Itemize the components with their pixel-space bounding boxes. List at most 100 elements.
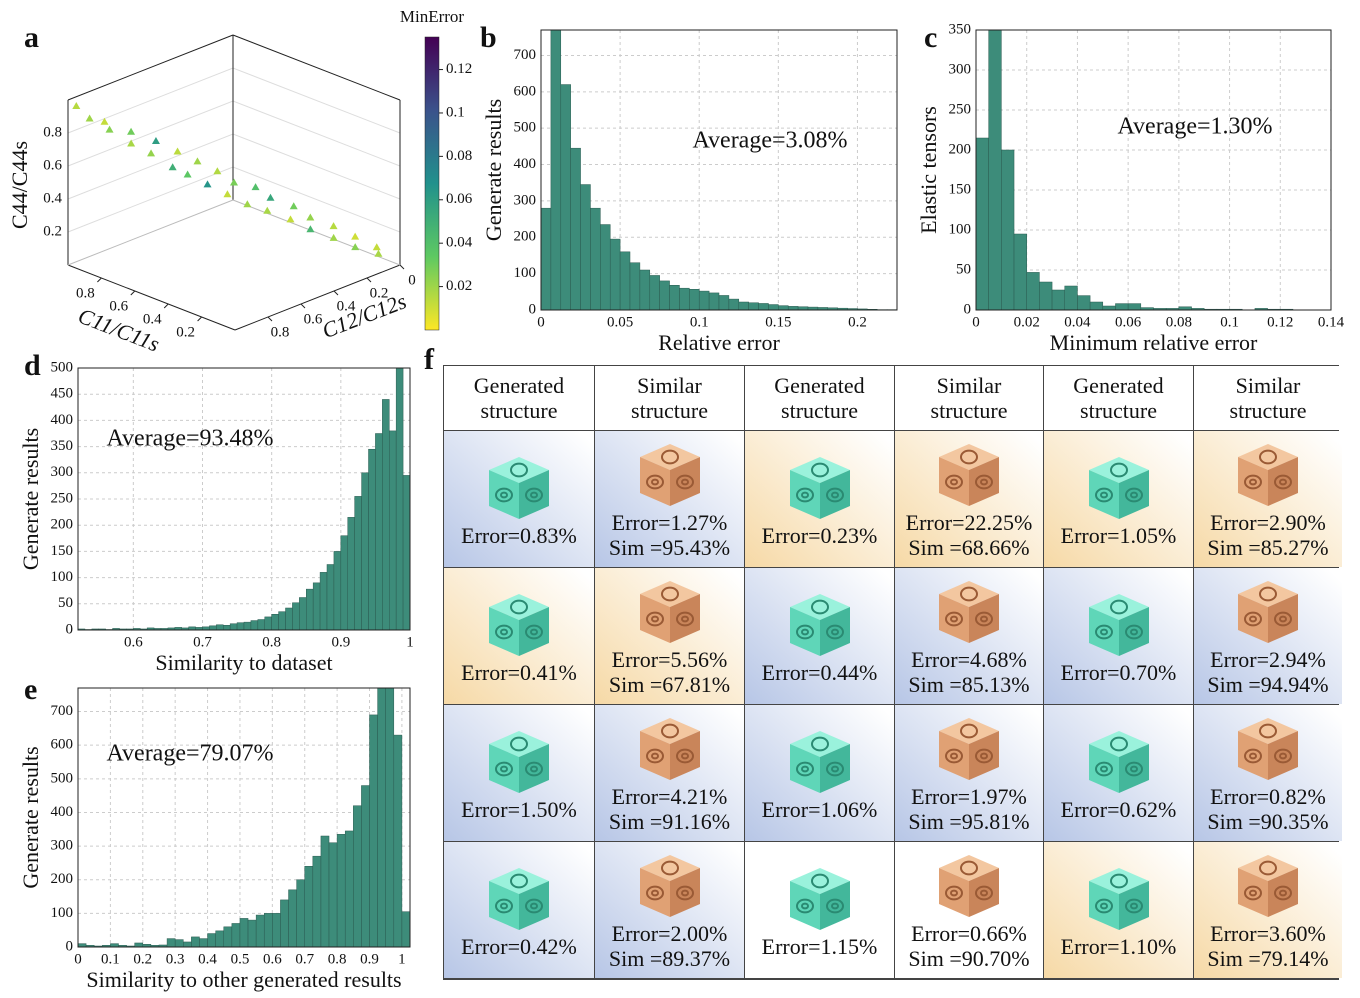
- table-cell: Error=1.05%: [1044, 431, 1193, 567]
- point: [252, 183, 260, 190]
- x-tick-label: 0.9: [331, 634, 350, 650]
- point: [243, 200, 251, 207]
- cell-sim: Sim =95.43%: [609, 535, 730, 560]
- table-cell: Error=1.10%: [1044, 842, 1193, 978]
- x-tick-label: 0.4: [198, 951, 217, 967]
- y-tick-label: 100: [51, 905, 74, 921]
- structure-render: [929, 575, 1009, 647]
- panel-label: c: [924, 21, 937, 54]
- structure-render: [630, 849, 710, 921]
- y-tick-label: 250: [51, 490, 74, 506]
- point: [230, 179, 238, 186]
- y-tick-label: 50: [58, 595, 73, 611]
- panel-label: d: [24, 349, 41, 382]
- cell-error: Error=3.60%: [1210, 921, 1326, 946]
- bar: [630, 263, 640, 310]
- panel-label: b: [480, 21, 497, 54]
- bar: [292, 603, 299, 630]
- cell-error: Error=0.66%: [911, 921, 1027, 946]
- column-header: Similar structure: [895, 366, 1043, 430]
- structure-render: [479, 725, 559, 797]
- bar: [749, 303, 759, 310]
- table-cell: Error=2.90%Sim =85.27%: [1194, 431, 1342, 567]
- bar: [976, 138, 989, 310]
- bar: [386, 658, 394, 947]
- x-tick-label: 0.6: [124, 634, 143, 650]
- page: a b c d e f 0.20.40.60.80.20.40.60.800.2…: [0, 0, 1360, 998]
- structure-render: [929, 849, 1009, 921]
- y-tick-label: 400: [514, 156, 537, 172]
- x-tick-label: 0.02: [1014, 314, 1040, 330]
- y-tick-label: 700: [51, 703, 74, 719]
- bar: [355, 496, 362, 630]
- bar: [183, 942, 191, 947]
- x-tick-label: 0: [74, 951, 82, 967]
- bar: [1128, 304, 1141, 310]
- bar: [361, 786, 369, 947]
- bar: [286, 608, 293, 630]
- cell-error: Error=0.70%: [1061, 660, 1177, 685]
- colorbar-tick-label: 0.02: [446, 278, 472, 294]
- structure-render: [479, 862, 559, 934]
- x-tick-label: 1: [398, 951, 406, 967]
- colorbar-tick-label: 0.1: [446, 104, 465, 120]
- structure-render: [780, 862, 860, 934]
- colorbar: [425, 37, 439, 330]
- grid-line: [68, 68, 400, 133]
- structure-render: [929, 712, 1009, 784]
- structure-render: [630, 712, 710, 784]
- structure-render: [479, 451, 559, 523]
- x-tick-label: 0.06: [1115, 314, 1142, 330]
- cell-error: Error=0.62%: [1061, 797, 1177, 822]
- point: [152, 137, 160, 144]
- bar: [175, 940, 183, 947]
- bar: [345, 831, 353, 947]
- cell-sim: Sim =91.16%: [609, 809, 730, 834]
- bar: [230, 624, 237, 630]
- z-tick-label: 0.8: [43, 124, 62, 140]
- table-cell: Error=3.60%Sim =79.14%: [1194, 842, 1342, 978]
- bar: [378, 688, 386, 947]
- x-tick-label: 0.12: [1267, 314, 1293, 330]
- y-tick-label: 500: [514, 120, 537, 136]
- cell-error: Error=1.10%: [1061, 934, 1177, 959]
- structure-render: [630, 438, 710, 510]
- bar: [610, 239, 620, 310]
- bar: [110, 944, 118, 947]
- table-cell: Error=0.62%: [1044, 705, 1193, 841]
- bar: [251, 621, 258, 630]
- bar: [362, 473, 369, 630]
- table-cell: Error=22.25%Sim =68.66%: [895, 431, 1043, 567]
- tick-mark: [97, 278, 101, 282]
- structure-render: [780, 725, 860, 797]
- bar: [216, 931, 224, 947]
- x-tick-label: 0.3: [166, 951, 185, 967]
- cell-sim: Sim =79.14%: [1207, 946, 1328, 971]
- bar: [396, 368, 403, 630]
- x-tick-label: 0.1: [690, 314, 709, 330]
- bar: [321, 836, 329, 947]
- x-tick-label: 0.7: [193, 634, 212, 650]
- column-header: Generated structure: [745, 366, 894, 430]
- cell-error: Error=1.27%: [612, 510, 728, 535]
- bar: [1027, 272, 1040, 310]
- bar: [620, 252, 630, 310]
- bar: [216, 625, 223, 630]
- table-cell: Error=0.41%: [444, 568, 594, 704]
- table-cell: Error=4.21%Sim =91.16%: [595, 705, 744, 841]
- y-tick-label: 200: [51, 871, 74, 887]
- bar: [729, 299, 739, 310]
- point: [106, 126, 114, 133]
- cell-sim: Sim =94.94%: [1207, 672, 1328, 697]
- x-tick-label: 0.04: [1064, 314, 1091, 330]
- bar: [1115, 304, 1128, 310]
- x-axis-label: Similarity to other generated results: [86, 967, 401, 992]
- bar: [299, 598, 306, 630]
- structure-render: [1228, 712, 1308, 784]
- y-tick-label: 350: [949, 21, 972, 37]
- bar: [167, 939, 175, 947]
- y-tick-label: 700: [514, 47, 537, 63]
- x-tick-label: 0.6: [109, 298, 128, 314]
- bar: [199, 939, 207, 947]
- bar: [699, 291, 709, 310]
